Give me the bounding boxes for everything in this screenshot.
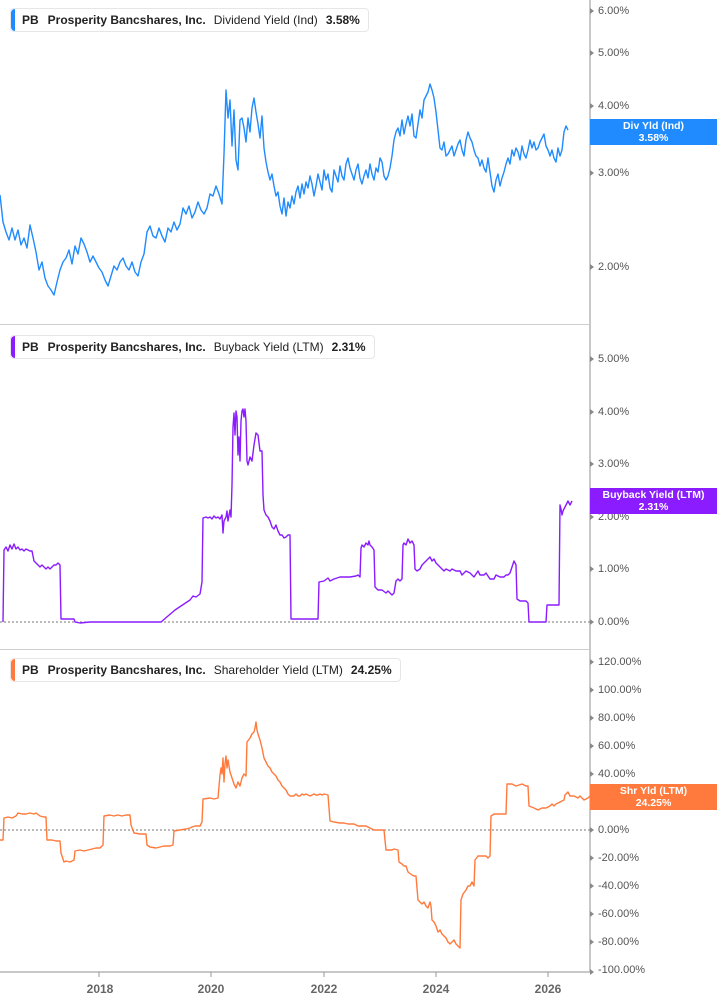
shareholder-yield-chart — [0, 650, 594, 977]
tag-label: Shr Yld (LTM) — [619, 785, 688, 797]
series-color-bar — [11, 336, 15, 358]
y-tick: 1.00% — [598, 563, 630, 575]
y-tick: 3.00% — [598, 458, 630, 470]
dividend-yield-panel: PB Prosperity Bancshares, Inc. Dividend … — [0, 0, 717, 325]
y-tick: 40.00% — [598, 768, 636, 780]
y-tick: 4.00% — [598, 100, 630, 112]
legend-ticker: PB — [22, 663, 39, 677]
buyback-yield-chart — [0, 325, 594, 650]
dividend-yield-chart — [0, 0, 594, 325]
legend-company: Prosperity Bancshares, Inc. — [47, 663, 206, 677]
legend-ticker: PB — [22, 13, 39, 27]
y-tick: -40.00% — [598, 880, 639, 892]
series-color-bar — [11, 9, 15, 31]
y-tick: 2.00% — [598, 511, 630, 523]
y-tick: -80.00% — [598, 936, 639, 948]
shareholder-yield-line — [0, 721, 591, 949]
legend-value: 3.58% — [325, 13, 360, 27]
current-value-tag: Div Yld (Ind) 3.58% — [590, 119, 717, 145]
buyback-yield-line — [2, 408, 573, 624]
legend-metric: Dividend Yield (Ind) — [213, 13, 318, 27]
legend-value: 24.25% — [350, 663, 392, 677]
dividend-yield-legend: PB Prosperity Bancshares, Inc. Dividend … — [10, 8, 369, 32]
y-tick: 5.00% — [598, 353, 630, 365]
current-value-tag: Buyback Yield (LTM) 2.31% — [590, 488, 717, 514]
legend-company: Prosperity Bancshares, Inc. — [47, 340, 206, 354]
shareholder-yield-legend: PB Prosperity Bancshares, Inc. Sharehold… — [10, 658, 401, 682]
x-tick: 2026 — [534, 982, 562, 996]
current-value-tag: Shr Yld (LTM) 24.25% — [590, 784, 717, 810]
tag-value: 3.58% — [638, 132, 669, 144]
legend-metric: Shareholder Yield (LTM) — [213, 663, 343, 677]
dividend-yield-line — [0, 83, 569, 296]
buyback-yield-legend: PB Prosperity Bancshares, Inc. Buyback Y… — [10, 335, 375, 359]
y-tick: 0.00% — [598, 824, 630, 836]
y-tick: 3.00% — [598, 167, 630, 179]
y-tick: -20.00% — [598, 852, 639, 864]
y-tick: 100.00% — [598, 684, 642, 696]
shareholder-yield-panel: PB Prosperity Bancshares, Inc. Sharehold… — [0, 650, 717, 1005]
y-tick: 4.00% — [598, 406, 630, 418]
legend-company: Prosperity Bancshares, Inc. — [47, 13, 206, 27]
x-tick: 2022 — [310, 982, 338, 996]
y-tick: 0.00% — [598, 616, 630, 628]
y-tick: 5.00% — [598, 47, 630, 59]
legend-ticker: PB — [22, 340, 39, 354]
y-tick: 60.00% — [598, 740, 636, 752]
x-tick: 2024 — [422, 982, 450, 996]
x-tick: 2018 — [86, 982, 114, 996]
y-tick: 2.00% — [598, 261, 630, 273]
legend-metric: Buyback Yield (LTM) — [213, 340, 324, 354]
tag-label: Div Yld (Ind) — [622, 120, 685, 132]
tag-value: 2.31% — [638, 501, 669, 513]
legend-value: 2.31% — [331, 340, 366, 354]
buyback-yield-panel: PB Prosperity Bancshares, Inc. Buyback Y… — [0, 325, 717, 650]
y-tick: 80.00% — [598, 712, 636, 724]
y-tick: 120.00% — [598, 656, 642, 668]
y-tick: 6.00% — [598, 5, 630, 17]
series-color-bar — [11, 659, 15, 681]
tag-value: 24.25% — [635, 797, 672, 809]
y-tick: -60.00% — [598, 908, 639, 920]
tag-label: Buyback Yield (LTM) — [602, 489, 705, 501]
x-tick: 2020 — [197, 982, 225, 996]
y-tick: -100.00% — [598, 964, 646, 976]
